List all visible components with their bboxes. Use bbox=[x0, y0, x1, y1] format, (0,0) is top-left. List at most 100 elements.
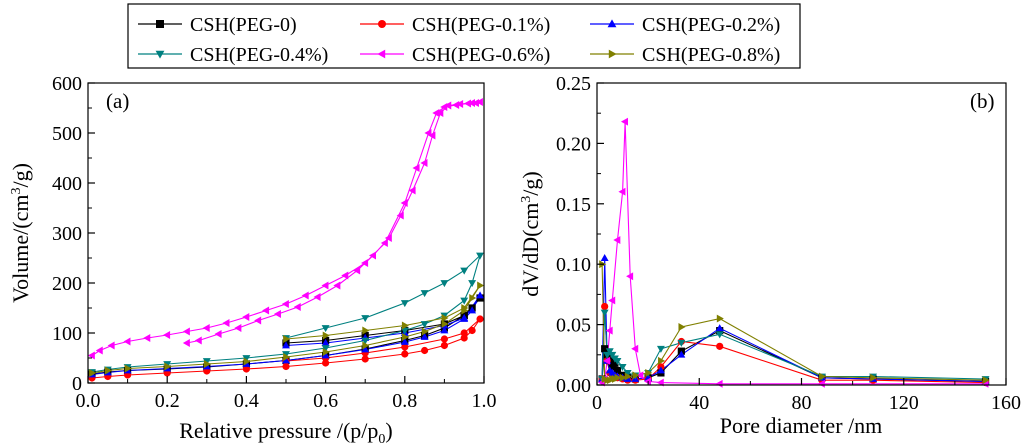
data-point bbox=[477, 281, 485, 290]
data-point bbox=[321, 345, 330, 353]
data-point bbox=[460, 313, 469, 321]
legend-marker bbox=[607, 19, 617, 28]
data-point bbox=[618, 187, 626, 196]
data-point bbox=[819, 372, 827, 381]
data-point bbox=[436, 109, 444, 117]
panel-b-markers bbox=[597, 117, 990, 388]
data-point bbox=[468, 326, 476, 335]
data-point bbox=[282, 356, 290, 364]
data-point bbox=[321, 338, 330, 346]
data-point bbox=[460, 267, 469, 275]
data-point bbox=[444, 101, 452, 110]
data-point bbox=[123, 337, 131, 346]
y-tick-label: 0.15 bbox=[556, 194, 591, 216]
data-point bbox=[471, 99, 479, 107]
data-point bbox=[400, 327, 409, 335]
data-point bbox=[611, 359, 619, 367]
x-tick-label: 0.0 bbox=[76, 390, 101, 412]
data-point bbox=[95, 346, 103, 355]
data-point bbox=[421, 327, 429, 336]
data-point bbox=[645, 368, 653, 377]
series-line-5 bbox=[91, 101, 481, 356]
data-point bbox=[440, 341, 448, 350]
data-point bbox=[333, 281, 341, 290]
data-point bbox=[452, 101, 460, 109]
series-line-5 bbox=[601, 121, 986, 385]
data-point bbox=[614, 373, 622, 382]
data-point bbox=[420, 321, 429, 329]
data-point bbox=[273, 310, 281, 318]
data-point bbox=[321, 351, 330, 359]
data-point bbox=[361, 259, 369, 267]
data-point bbox=[164, 362, 172, 371]
data-point bbox=[282, 351, 290, 359]
data-point bbox=[400, 337, 409, 345]
data-point bbox=[163, 331, 171, 339]
data-point bbox=[608, 363, 616, 371]
data-point bbox=[461, 304, 469, 312]
data-point bbox=[600, 309, 609, 317]
data-point bbox=[401, 350, 409, 358]
data-point bbox=[677, 350, 686, 358]
data-point bbox=[619, 373, 627, 382]
data-point bbox=[107, 341, 115, 350]
data-point bbox=[476, 291, 484, 299]
x-tick-label: 0.6 bbox=[313, 390, 338, 412]
legend-label: CSH(PEG-0.1%) bbox=[412, 14, 550, 36]
data-point bbox=[715, 324, 724, 332]
data-point bbox=[282, 341, 290, 349]
legend-label: CSH(PEG-0) bbox=[190, 14, 297, 36]
legend-marker bbox=[378, 20, 386, 28]
data-point bbox=[401, 343, 409, 351]
data-point bbox=[716, 314, 724, 323]
x-tick-label: 1.0 bbox=[472, 390, 497, 412]
x-tick-label: 0 bbox=[592, 392, 602, 414]
data-point bbox=[124, 364, 132, 373]
data-point bbox=[353, 266, 361, 275]
legend-marker bbox=[155, 50, 165, 59]
x-tick-label: 0.8 bbox=[392, 390, 417, 412]
data-point bbox=[321, 281, 329, 290]
data-point bbox=[643, 377, 652, 386]
y-tick-label: 0 bbox=[72, 373, 82, 395]
data-point bbox=[362, 341, 370, 350]
data-point bbox=[441, 314, 449, 322]
data-point bbox=[242, 313, 250, 321]
panel-a-xlabel: Relative pressure /(p/p0) bbox=[179, 418, 393, 447]
data-point bbox=[608, 351, 617, 359]
data-point bbox=[234, 324, 242, 332]
data-point bbox=[624, 372, 632, 381]
data-point bbox=[631, 344, 639, 353]
data-point bbox=[677, 339, 686, 347]
data-point bbox=[222, 319, 230, 327]
panel-a-markers bbox=[87, 98, 485, 382]
y-tick-label: 0.00 bbox=[556, 375, 591, 397]
data-point bbox=[468, 306, 477, 314]
y-tick-label: 0.20 bbox=[556, 133, 591, 155]
data-point bbox=[460, 329, 468, 337]
data-point bbox=[601, 345, 609, 353]
data-point bbox=[475, 98, 483, 106]
data-point bbox=[421, 346, 429, 355]
data-point bbox=[600, 254, 609, 262]
data-point bbox=[476, 252, 484, 260]
data-point bbox=[322, 348, 330, 356]
x-tick-label: 80 bbox=[792, 392, 812, 414]
data-point bbox=[313, 293, 321, 301]
data-point bbox=[656, 345, 665, 353]
data-point bbox=[440, 335, 448, 343]
data-point bbox=[203, 360, 211, 368]
data-point bbox=[420, 290, 429, 298]
data-point bbox=[601, 302, 609, 311]
data-point bbox=[400, 300, 409, 308]
data-point bbox=[464, 99, 472, 108]
panel-b-ylabel: dV/dD(cm3/g) bbox=[518, 171, 543, 297]
y-tick-label: 0.25 bbox=[556, 73, 591, 95]
panel-a-label: (a) bbox=[106, 89, 129, 113]
data-point bbox=[715, 331, 724, 339]
panel-a: 0.0 0.2 0.4 0.6 0.8 1.0 0 100 200 300 400 500 600 (a… bbox=[8, 73, 497, 447]
data-point bbox=[613, 357, 622, 365]
data-point bbox=[254, 316, 262, 325]
panel-b-lines bbox=[601, 121, 986, 385]
